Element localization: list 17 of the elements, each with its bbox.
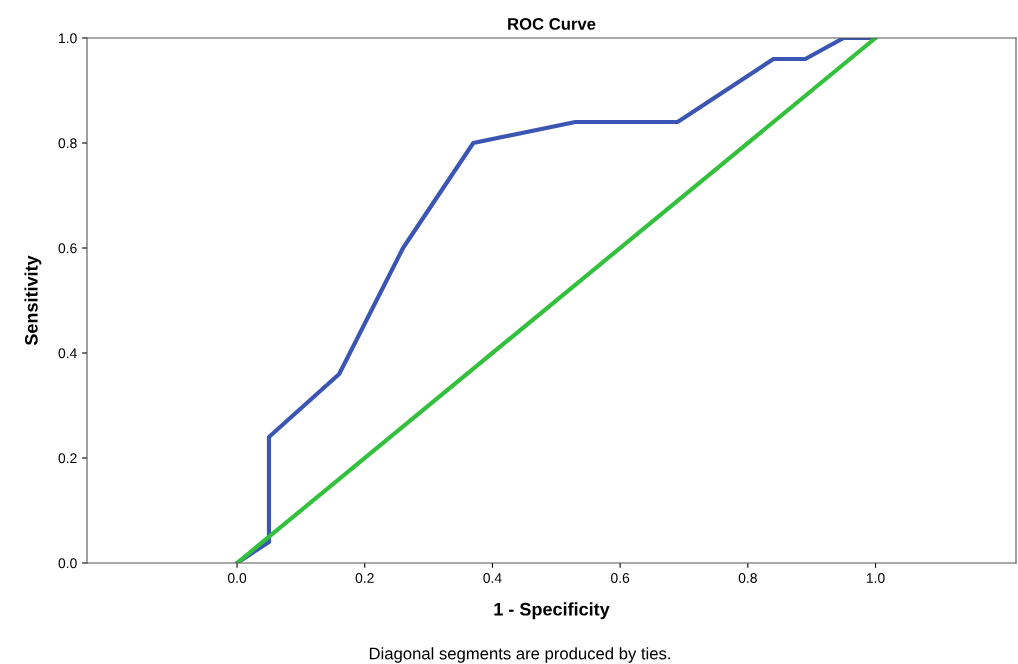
x-tick-label: 0.2	[355, 573, 374, 583]
y-tick-label: 1.0	[59, 33, 77, 44]
y-tick-label: 0.8	[58, 138, 77, 149]
x-tick-label: 0.8	[738, 573, 757, 583]
y-tick-label: 0.0	[58, 558, 77, 569]
x-tick-label: 0.0	[227, 573, 247, 583]
y-tick-label: 0.4	[58, 348, 77, 359]
line-series	[234, 38, 878, 563]
y-tick-label: 0.6	[58, 243, 77, 254]
text: Diagonal segments are produced by ties.	[369, 647, 670, 663]
x-axis-title: 1 - Specificity	[494, 602, 610, 620]
y-axis-title: Sensitivity	[24, 255, 42, 346]
y-tick-label: 0.2	[58, 453, 77, 464]
x-tick-label: 1.0	[866, 573, 885, 583]
x-tick-label: 0.4	[483, 573, 502, 583]
x-tick-label: 0.6	[611, 573, 630, 583]
chart-title: ROC Curve	[508, 18, 596, 30]
